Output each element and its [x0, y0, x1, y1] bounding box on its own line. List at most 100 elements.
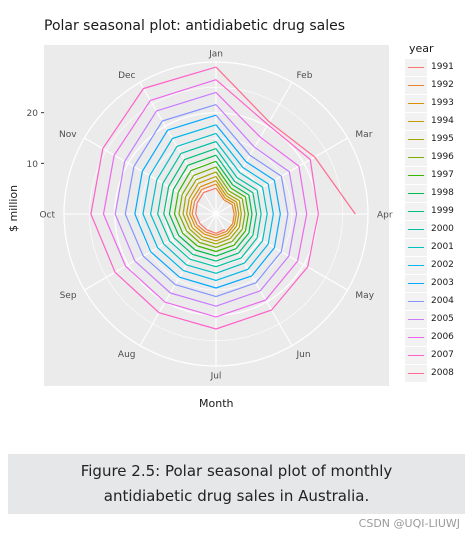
- figure-caption-box: Figure 2.5: Polar seasonal plot of month…: [8, 454, 465, 514]
- legend-label: 1997: [431, 170, 454, 180]
- legend-swatch: [408, 192, 424, 194]
- legend-item-1997: 1997: [405, 166, 467, 184]
- legend-key: [405, 238, 427, 256]
- caption-line-2: antidiabetic drug sales in Australia.: [103, 487, 370, 505]
- polar-chart: 10 20 Jan Feb Mar Apr May Jun Jul Aug Sep Oct Nov Dec: [27, 50, 393, 382]
- legend-swatch: [408, 174, 424, 176]
- series-line-2001: [150, 132, 268, 274]
- series-line-2007: [90, 66, 319, 330]
- legend-key: [405, 148, 427, 166]
- legend-item-1994: 1994: [405, 112, 467, 130]
- legend-key: [405, 220, 427, 238]
- month-label: May: [355, 291, 374, 301]
- legend-swatch: [408, 264, 424, 266]
- legend-label: 2005: [431, 314, 454, 324]
- legend-label: 1996: [431, 152, 454, 162]
- chart-title: Polar seasonal plot: antidiabetic drug s…: [44, 18, 346, 34]
- legend-swatch: [408, 138, 424, 140]
- legend-swatch: [408, 300, 424, 302]
- month-label: Feb: [297, 71, 313, 81]
- legend-key: [405, 310, 427, 328]
- legend-item-2003: 2003: [405, 274, 467, 292]
- legend-label: 1991: [431, 62, 454, 72]
- legend-item-2007: 2007: [405, 346, 467, 364]
- x-axis-label: Month: [199, 397, 234, 410]
- legend-item-1993: 1993: [405, 94, 467, 112]
- series-line-2005: [114, 91, 298, 307]
- legend-swatch: [408, 354, 424, 356]
- legend-swatch: [408, 156, 424, 158]
- month-label: Jul: [210, 372, 222, 382]
- legend-swatch: [408, 66, 424, 68]
- legend-item-1999: 1999: [405, 202, 467, 220]
- legend-item-2005: 2005: [405, 310, 467, 328]
- legend-label: 2003: [431, 278, 454, 288]
- month-label: Jan: [208, 50, 223, 60]
- legend-swatch: [408, 210, 424, 212]
- legend-item-1996: 1996: [405, 148, 467, 166]
- radial-tick-label: 20: [27, 109, 39, 119]
- month-label: Oct: [39, 211, 55, 221]
- legend-swatch: [408, 102, 424, 104]
- series-line-2008: [215, 66, 356, 215]
- legend-key: [405, 112, 427, 130]
- legend-label: 1998: [431, 188, 454, 198]
- legend-label: 2004: [431, 296, 454, 306]
- series-line-1997: [173, 160, 249, 253]
- legend-item-1995: 1995: [405, 130, 467, 148]
- legend-title: year: [409, 42, 434, 55]
- legend-label: 1999: [431, 206, 454, 216]
- legend-label: 2000: [431, 224, 454, 234]
- legend-key: [405, 166, 427, 184]
- legend-swatch: [408, 336, 424, 338]
- radial-tick-label: 10: [27, 160, 39, 170]
- watermark: CSDN @UQI-LIUWJ: [358, 517, 460, 530]
- legend-item-2000: 2000: [405, 220, 467, 238]
- legend-item-2006: 2006: [405, 328, 467, 346]
- series-line-1995: [182, 171, 242, 245]
- legend-key: [405, 202, 427, 220]
- y-axis-label: $ million: [7, 184, 20, 232]
- series-line-2003: [134, 114, 281, 289]
- legend-key: [405, 94, 427, 112]
- legend-swatch: [408, 120, 424, 122]
- legend-label: 2006: [431, 332, 454, 342]
- month-label: Dec: [118, 71, 135, 81]
- series-line-1994: [186, 175, 240, 242]
- series-line-2000: [157, 140, 262, 268]
- legend-item-2004: 2004: [405, 292, 467, 310]
- legend-item-2001: 2001: [405, 238, 467, 256]
- legend-label: 2001: [431, 242, 454, 252]
- legend-label: 1992: [431, 80, 454, 90]
- month-label: Apr: [377, 211, 393, 221]
- legend-key: [405, 130, 427, 148]
- grid-spoke: [139, 213, 217, 346]
- series-line-1999: [163, 148, 258, 262]
- legend-label: 2002: [431, 260, 454, 270]
- legend-label: 2008: [431, 368, 454, 378]
- series-line-2006: [102, 79, 308, 318]
- legend-key: [405, 58, 427, 76]
- legend-key: [405, 256, 427, 274]
- legend-key: [405, 76, 427, 94]
- month-label: Sep: [60, 291, 77, 301]
- legend-swatch: [408, 282, 424, 284]
- legend-key: [405, 274, 427, 292]
- series-line-2004: [124, 104, 289, 298]
- legend-label: 2007: [431, 350, 454, 360]
- legend-swatch: [408, 372, 424, 374]
- legend-label: 1995: [431, 134, 454, 144]
- legend-item-2008: 2008: [405, 364, 467, 382]
- legend-key: [405, 346, 427, 364]
- month-label: Nov: [59, 130, 77, 140]
- series-line-1991: [195, 187, 226, 234]
- legend-swatch: [408, 84, 424, 86]
- figure-caption: Figure 2.5: Polar seasonal plot of month…: [8, 454, 465, 509]
- legend-key: [405, 184, 427, 202]
- legend-swatch: [408, 246, 424, 248]
- legend-key: [405, 364, 427, 382]
- legend-key: [405, 328, 427, 346]
- caption-line-1: Figure 2.5: Polar seasonal plot of month…: [80, 462, 393, 480]
- legend-swatch: [408, 318, 424, 320]
- legend-item-1992: 1992: [405, 76, 467, 94]
